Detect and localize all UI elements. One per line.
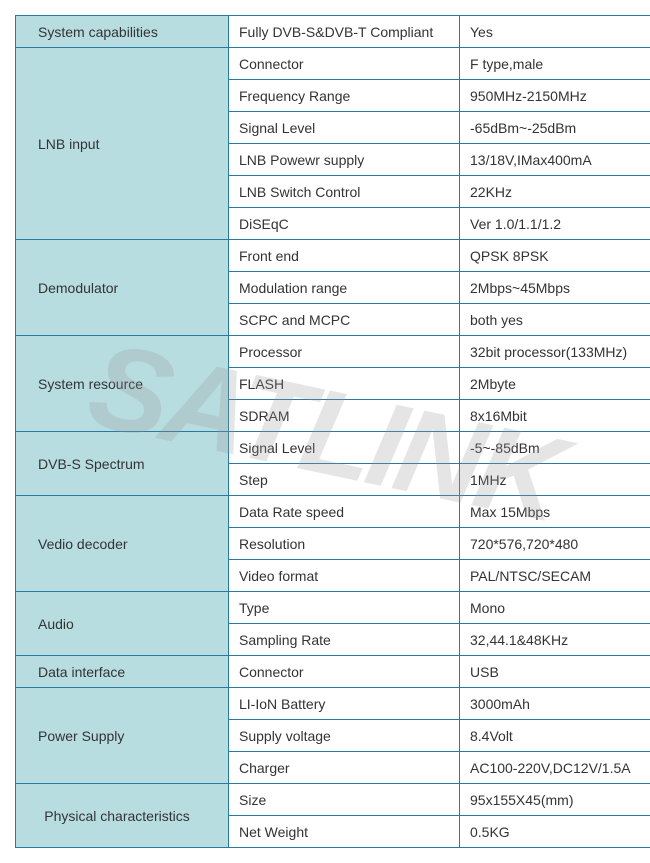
table-row: Physical characteristicsSize95x155X45(mm… [16,784,650,816]
value-cell: both yes [460,304,650,336]
property-cell: SCPC and MCPC [229,304,460,336]
property-cell: Type [229,592,460,624]
property-cell: Connector [229,48,460,80]
property-cell: FLASH [229,368,460,400]
table-row: System capabilitiesFully DVB-S&DVB-T Com… [16,16,650,48]
property-cell: Modulation range [229,272,460,304]
value-cell: 720*576,720*480 [460,528,650,560]
property-cell: LI-IoN Battery [229,688,460,720]
property-cell: Net Weight [229,816,460,848]
value-cell: Ver 1.0/1.1/1.2 [460,208,650,240]
table-row: DVB-S SpectrumSignal Level-5~-85dBm [16,432,650,464]
category-cell: System resource [16,336,229,432]
category-cell: Vedio decoder [16,496,229,592]
property-cell: Connector [229,656,460,688]
value-cell: 2Mbyte [460,368,650,400]
value-cell: 0.5KG [460,816,650,848]
property-cell: Video format [229,560,460,592]
property-cell: Supply voltage [229,720,460,752]
value-cell: -5~-85dBm [460,432,650,464]
category-cell: DVB-S Spectrum [16,432,229,496]
value-cell: 32bit processor(133MHz) [460,336,650,368]
property-cell: Signal Level [229,432,460,464]
value-cell: PAL/NTSC/SECAM [460,560,650,592]
table-row: DemodulatorFront endQPSK 8PSK [16,240,650,272]
value-cell: USB [460,656,650,688]
value-cell: QPSK 8PSK [460,240,650,272]
property-cell: Front end [229,240,460,272]
table-row: AudioTypeMono [16,592,650,624]
value-cell: Mono [460,592,650,624]
value-cell: -65dBm~-25dBm [460,112,650,144]
property-cell: Frequency Range [229,80,460,112]
table-row: System resourceProcessor32bit processor(… [16,336,650,368]
value-cell: 950MHz-2150MHz [460,80,650,112]
property-cell: Fully DVB-S&DVB-T Compliant [229,16,460,48]
property-cell: SDRAM [229,400,460,432]
category-cell: LNB input [16,48,229,240]
value-cell: 13/18V,IMax400mA [460,144,650,176]
property-cell: Processor [229,336,460,368]
table-row: Data interfaceConnectorUSB [16,656,650,688]
value-cell: 8.4Volt [460,720,650,752]
value-cell: 95x155X45(mm) [460,784,650,816]
category-cell: Data interface [16,656,229,688]
value-cell: 22KHz [460,176,650,208]
table-row: LNB inputConnectorF type,male [16,48,650,80]
value-cell: Yes [460,16,650,48]
property-cell: Step [229,464,460,496]
value-cell: 32,44.1&48KHz [460,624,650,656]
category-cell: Audio [16,592,229,656]
property-cell: Size [229,784,460,816]
value-cell: 3000mAh [460,688,650,720]
category-cell: Power Supply [16,688,229,784]
value-cell: 1MHz [460,464,650,496]
category-cell: System capabilities [16,16,229,48]
table-row: Vedio decoderData Rate speedMax 15Mbps [16,496,650,528]
value-cell: F type,male [460,48,650,80]
property-cell: LNB Switch Control [229,176,460,208]
value-cell: Max 15Mbps [460,496,650,528]
value-cell: AC100-220V,DC12V/1.5A [460,752,650,784]
property-cell: LNB Powewr supply [229,144,460,176]
property-cell: Charger [229,752,460,784]
value-cell: 8x16Mbit [460,400,650,432]
table-row: Power SupplyLI-IoN Battery3000mAh [16,688,650,720]
property-cell: DiSEqC [229,208,460,240]
property-cell: Resolution [229,528,460,560]
property-cell: Data Rate speed [229,496,460,528]
category-cell: Demodulator [16,240,229,336]
property-cell: Signal Level [229,112,460,144]
spec-table: System capabilitiesFully DVB-S&DVB-T Com… [15,15,650,848]
value-cell: 2Mbps~45Mbps [460,272,650,304]
category-cell: Physical characteristics [16,784,229,848]
property-cell: Sampling Rate [229,624,460,656]
